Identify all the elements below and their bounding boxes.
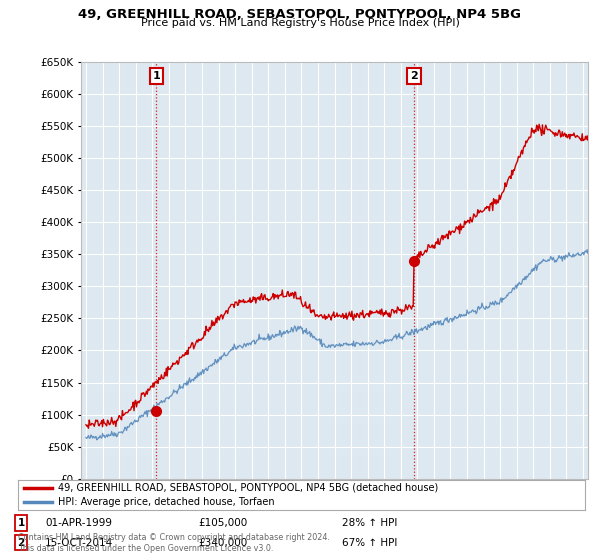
Text: 67% ↑ HPI: 67% ↑ HPI (342, 538, 397, 548)
Text: 1: 1 (152, 71, 160, 81)
Text: 15-OCT-2014: 15-OCT-2014 (45, 538, 113, 548)
Text: HPI: Average price, detached house, Torfaen: HPI: Average price, detached house, Torf… (58, 497, 274, 507)
Text: 49, GREENHILL ROAD, SEBASTOPOL, PONTYPOOL, NP4 5BG (detached house): 49, GREENHILL ROAD, SEBASTOPOL, PONTYPOO… (58, 483, 438, 493)
Text: 1: 1 (17, 518, 25, 528)
Text: £105,000: £105,000 (198, 518, 247, 528)
Text: 49, GREENHILL ROAD, SEBASTOPOL, PONTYPOOL, NP4 5BG: 49, GREENHILL ROAD, SEBASTOPOL, PONTYPOO… (79, 8, 521, 21)
Text: 28% ↑ HPI: 28% ↑ HPI (342, 518, 397, 528)
Text: 2: 2 (17, 538, 25, 548)
Text: 2: 2 (410, 71, 418, 81)
Text: £340,000: £340,000 (198, 538, 247, 548)
Text: Contains HM Land Registry data © Crown copyright and database right 2024.
This d: Contains HM Land Registry data © Crown c… (18, 533, 330, 553)
Text: Price paid vs. HM Land Registry's House Price Index (HPI): Price paid vs. HM Land Registry's House … (140, 18, 460, 29)
Text: 01-APR-1999: 01-APR-1999 (45, 518, 112, 528)
